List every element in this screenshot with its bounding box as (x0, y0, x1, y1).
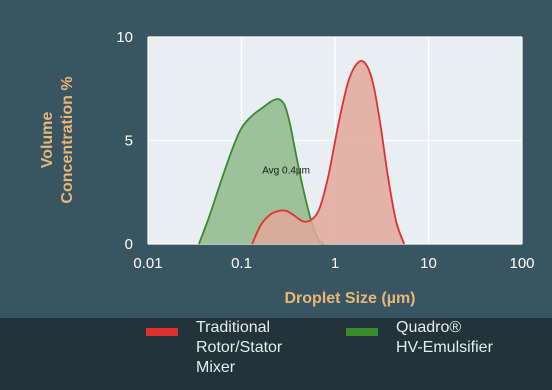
legend-label-traditional-line1: Traditional (196, 319, 271, 336)
x-tick-labels: 0.01 0.1 1 10 100 (133, 255, 534, 272)
area-fill-traditional (252, 60, 405, 245)
series-line-quadro (198, 98, 324, 245)
legend-label-traditional-line2: Rotor/Stator (196, 339, 283, 356)
y-tick-labels: 0 5 10 (116, 29, 133, 253)
legend-label-traditional: Traditional Rotor/Stator Mixer (196, 318, 336, 378)
legend-label-traditional-line3: Mixer (196, 359, 236, 376)
x-tick-label-2: 1 (331, 255, 339, 272)
x-tick-label-0: 0.01 (133, 255, 162, 272)
x-tick-label-3: 10 (420, 255, 437, 272)
legend-swatch-quadro (346, 328, 378, 336)
droplet-size-chart: 0.01 0.1 1 10 100 0 5 10 Droplet Size (µm) Vol… (39, 29, 535, 307)
x-tick-label-1: 0.1 (231, 255, 252, 272)
x-tick-label-4: 100 (509, 255, 534, 272)
legend-label-quadro-line2: HV-Emulsifier (396, 339, 493, 356)
legend (0, 318, 552, 390)
x-axis-label: Droplet Size (µm) (284, 290, 415, 307)
legend-label-quadro-line1: Quadro® (396, 319, 462, 336)
y-tick-label-0: 0 (125, 236, 133, 253)
y-tick-label-2: 10 (116, 29, 133, 46)
legend-label-quadro: Quadro® HV-Emulsifier (396, 318, 536, 358)
series-areas (198, 59, 406, 245)
series-line-traditional (251, 59, 406, 245)
y-axis-label-line1: Volume (39, 112, 56, 169)
legend-swatch-traditional (146, 328, 178, 336)
average-annotation: Avg 0.4µm (262, 166, 310, 177)
y-axis-label-line2: Concentration % (59, 76, 76, 203)
y-tick-label-1: 5 (125, 133, 133, 150)
